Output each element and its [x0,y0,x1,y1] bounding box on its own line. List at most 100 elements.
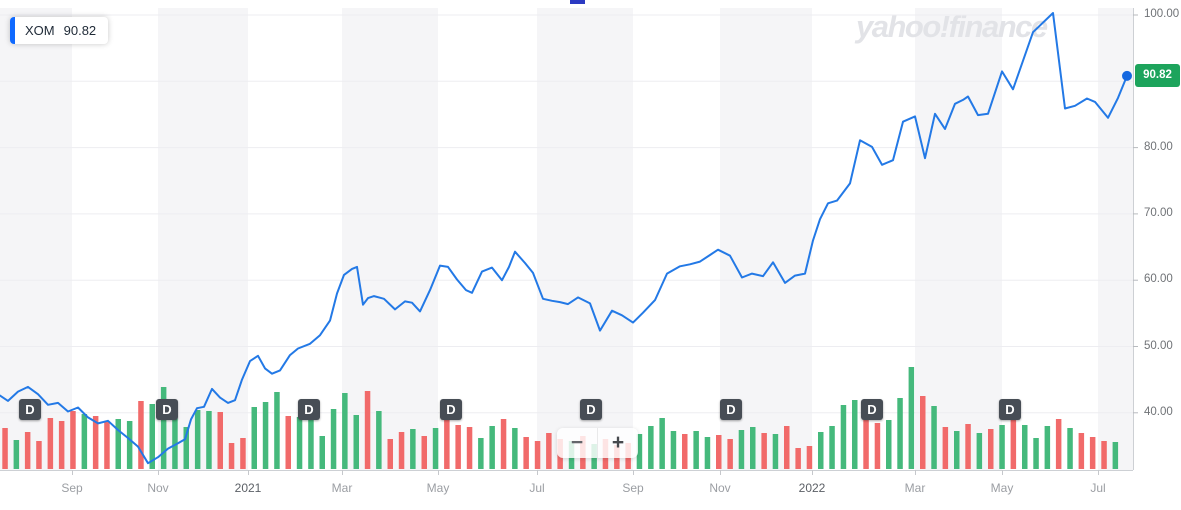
last-price-dot [1122,70,1132,81]
price-line [0,12,1128,465]
volume-bar [421,436,427,469]
top-notch [570,0,585,4]
volume-bar [466,427,473,469]
volume-bar [432,428,439,469]
volume-bar [670,431,677,469]
volume-bar [1010,411,1017,469]
zoom-in-button[interactable]: + [597,428,638,458]
volume-bar [920,396,926,469]
volume-bar [1055,419,1062,469]
dividend-marker[interactable]: D [999,399,1021,420]
symbol-price-legend: XOM 90.82 [10,17,109,44]
volume-bar [806,446,813,469]
y-axis-label: 80.00 [1144,140,1173,153]
volume-bar [897,398,903,469]
volume-bar [886,420,892,469]
volume-bar [976,433,983,469]
volume-bar [104,421,110,469]
zoom-controls: − + [557,428,638,458]
month-band [720,8,812,470]
volume-bar [455,425,461,469]
volume-bar [70,411,76,469]
volume-bar [149,404,155,469]
y-axis-label: 60.00 [1144,273,1173,286]
volume-bar [659,418,665,469]
volume-bar [750,427,756,469]
volume-bar [296,417,303,469]
volume-bar [47,418,54,469]
volume-bar [1089,437,1096,469]
month-band [342,8,438,470]
dividend-marker[interactable]: D [19,399,41,420]
volume-bar [863,411,869,469]
volume-bar [1022,425,1028,469]
zoom-out-button[interactable]: − [557,428,597,458]
volume-bar [999,425,1005,469]
volume-bar [795,448,801,469]
volume-bar [228,443,235,469]
volume-bar [1112,442,1119,469]
current-price-badge: 90.82 [1135,64,1180,88]
volume-bar [636,434,643,469]
volume-bar [1067,428,1073,469]
volume-bar [942,427,949,469]
volume-bar [138,401,144,469]
volume-bar [693,431,699,469]
volume-bar [1044,426,1051,469]
volume-bar [965,424,971,469]
volume-bar [682,434,688,469]
volume-bar [24,432,31,469]
volume-bar [512,428,518,469]
volume-bar [262,402,269,469]
volume-bar [500,419,507,469]
volume-bar [818,432,824,469]
volume-bar [183,427,189,469]
volume-bar [988,429,994,469]
volume-bar [342,393,348,469]
volume-bar [852,400,858,469]
dividend-marker[interactable]: D [440,399,462,420]
volume-bar [308,420,314,469]
month-band [1098,8,1133,470]
volume-bar [160,387,167,469]
volume-bar [319,436,325,469]
y-axis-label: 100.00 [1144,8,1180,20]
volume-bar [172,418,178,469]
volume-bar [546,433,552,469]
volume-bar [1033,438,1039,469]
volume-bar [738,430,745,469]
volume-bar [376,411,382,469]
volume-bar [217,412,223,469]
volume-bar [523,437,529,469]
volume-bar [330,409,337,469]
month-bands [0,0,1133,470]
volume-bar [13,440,20,469]
dividend-marker[interactable]: D [720,399,742,420]
y-axis: 100.00 80.00 70.00 60.00 50.00 40.00 [1133,0,1181,470]
volume-bar [206,411,212,469]
volume-bar [534,441,541,469]
volume-bar [931,406,937,469]
legend-price: 90.82 [63,23,97,38]
dividend-marker[interactable]: D [156,399,178,420]
volume-bar [398,432,405,469]
dividend-marker[interactable]: D [861,399,883,420]
volume-bar [784,426,790,469]
volume-bar [716,435,722,469]
volume-bar [240,438,246,469]
volume-bar [410,429,416,469]
dividend-marker[interactable]: D [580,399,602,420]
volume-bar [840,405,847,469]
dividend-marker[interactable]: D [298,399,320,420]
volume-bar [285,416,291,469]
volume-bar [251,407,257,469]
volume-bar [761,433,767,469]
volume-bar [92,416,99,469]
legend-accent-bar [10,17,15,44]
volume-bar [1078,433,1085,469]
month-band [537,8,633,470]
volume-bar [126,421,133,469]
volume-bar [874,423,881,469]
